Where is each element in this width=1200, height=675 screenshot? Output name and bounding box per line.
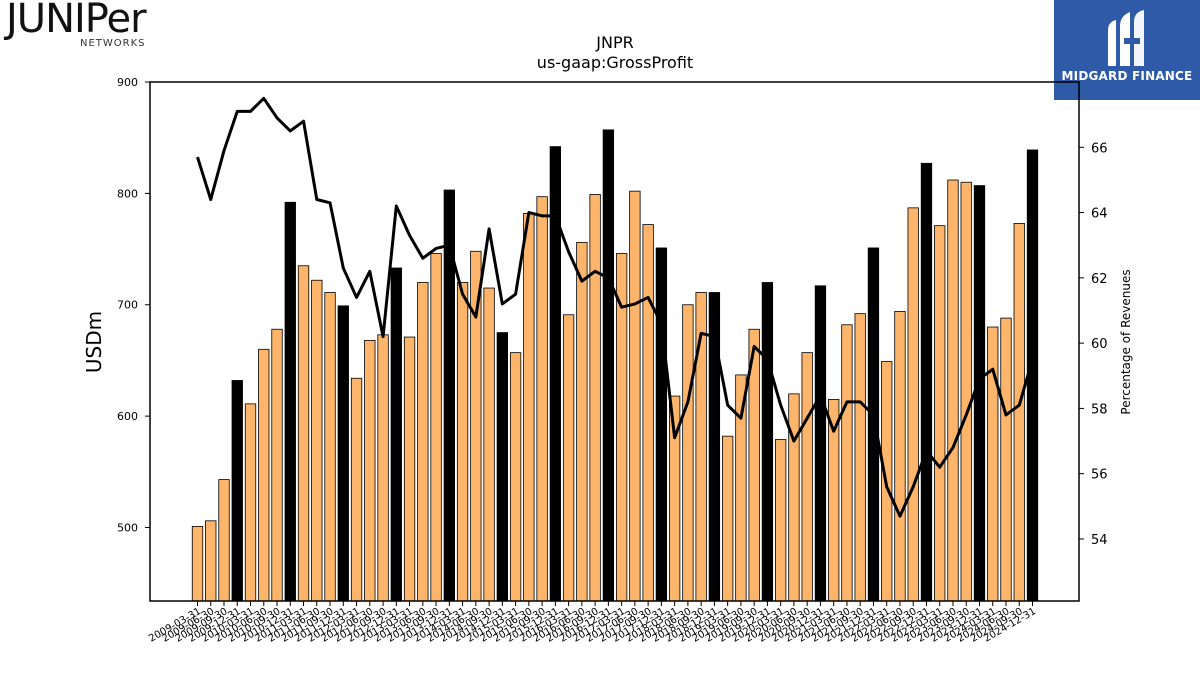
y2-tick-label: 64	[1091, 207, 1108, 222]
bar-annual	[602, 129, 615, 602]
bar-annual	[231, 380, 243, 602]
bar-quarter	[589, 194, 601, 602]
bar-quarter	[629, 190, 641, 602]
bar-annual	[496, 332, 508, 602]
juniper-logo-subtitle: NETWORKS	[80, 38, 146, 49]
bar-quarter	[244, 403, 257, 602]
y-tick-label: 600	[117, 410, 138, 423]
bar-quarter	[536, 196, 548, 602]
y-tick-label: 900	[117, 76, 138, 89]
bar-quarter	[324, 292, 336, 602]
bar-quarter	[1013, 223, 1025, 602]
bar-quarter	[311, 279, 323, 602]
y2-tick-label: 56	[1091, 468, 1108, 483]
y2-axis-label: Percentage of Revenues	[1119, 269, 1133, 414]
bar-quarter	[1000, 317, 1012, 602]
y-tick-label: 800	[117, 187, 138, 200]
y2-tick-label: 60	[1091, 337, 1108, 352]
bar-quarter	[960, 181, 972, 602]
bar-quarter	[722, 435, 734, 602]
plot-frame	[149, 81, 1080, 602]
juniper-logo: JUNIPer NETWORKS	[4, 0, 164, 52]
midgard-logo-text: MIDGARD FINANCE	[1061, 69, 1193, 83]
bar-annual	[284, 201, 296, 602]
bar-quarter	[364, 339, 376, 602]
bar-quarter	[377, 334, 389, 602]
y2-tick-label: 54	[1091, 533, 1108, 548]
y2-tick-label: 58	[1091, 402, 1108, 417]
margin-line-series	[196, 96, 1034, 518]
y-tick-label: 700	[117, 299, 138, 312]
bar-series	[191, 129, 1039, 602]
bar-quarter	[483, 287, 495, 602]
left-y-axis: 500 600 700 800 900	[117, 76, 150, 534]
bar-annual	[337, 305, 349, 602]
chart-title: JNPR	[595, 33, 633, 52]
bar-quarter	[562, 314, 575, 602]
bar-annual	[814, 285, 827, 602]
bar-quarter	[271, 328, 283, 602]
bar-quarter	[642, 224, 654, 602]
x-axis: 2009-03-312009-06-302009-09-302009-12-31…	[147, 601, 1038, 645]
midgard-monogram-icon	[1108, 10, 1144, 66]
right-y-axis: 54 56 58 60 62 64 66	[1079, 141, 1108, 548]
y-axis-label: USDm	[82, 311, 106, 373]
bar-quarter	[417, 282, 429, 602]
bar-quarter	[191, 525, 204, 602]
bar-quarter	[841, 324, 853, 602]
bar-quarter	[456, 282, 469, 602]
chart-subtitle: us-gaap:GrossProfit	[537, 53, 693, 72]
bar-quarter	[775, 439, 787, 602]
bar-quarter	[947, 179, 959, 602]
bar-quarter	[470, 250, 482, 602]
bar-annual	[920, 162, 933, 602]
bar-quarter	[297, 265, 310, 602]
bar-quarter	[430, 253, 442, 602]
bar-annual	[655, 247, 668, 602]
bar-annual	[761, 282, 774, 602]
bar-annual	[867, 247, 880, 602]
gross-margin-line	[196, 96, 1034, 518]
bar-quarter	[509, 352, 522, 602]
bar-quarter	[403, 336, 416, 602]
bar-quarter	[894, 311, 906, 602]
bar-quarter	[523, 213, 535, 602]
bar-quarter	[934, 225, 946, 602]
bar-quarter	[788, 393, 800, 602]
juniper-logo-wordmark: JUNIPer	[6, 0, 147, 42]
bar-quarter	[218, 479, 230, 602]
y-tick-label: 500	[117, 521, 138, 534]
y2-tick-label: 62	[1091, 272, 1108, 287]
bar-quarter	[801, 352, 813, 602]
bar-quarter	[576, 241, 588, 602]
y2-tick-label: 66	[1091, 141, 1108, 156]
bar-quarter	[682, 304, 694, 602]
bar-quarter	[205, 520, 217, 602]
bar-quarter	[735, 374, 747, 602]
bar-quarter	[350, 377, 363, 602]
bar-annual	[443, 189, 455, 602]
bar-quarter	[907, 207, 919, 602]
bar-quarter	[854, 313, 866, 602]
bar-annual	[390, 267, 402, 602]
bar-quarter	[258, 348, 270, 602]
